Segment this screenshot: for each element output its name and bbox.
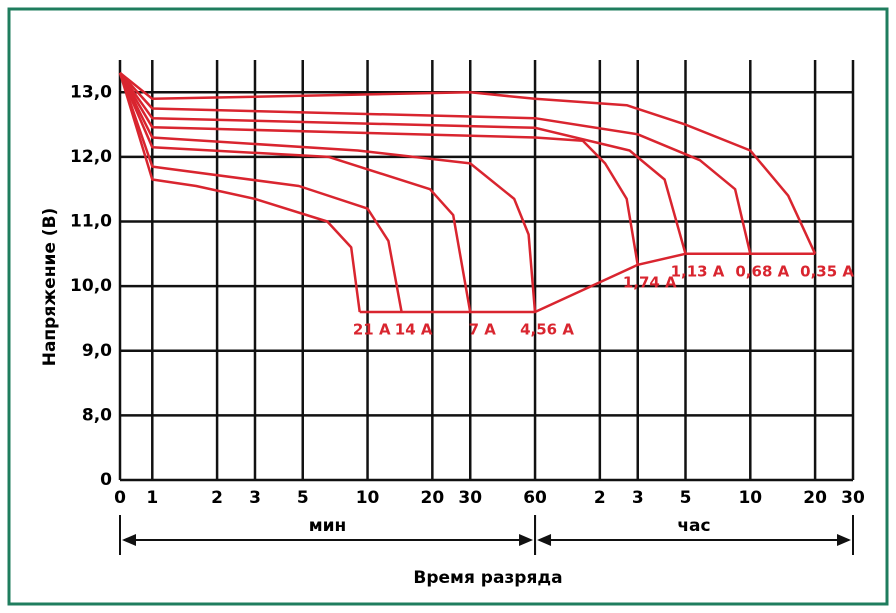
x-tick-label: 20 — [421, 488, 445, 508]
curve-label: 21 A — [353, 321, 391, 339]
y-tick-label: 10,0 — [70, 276, 112, 296]
curve-label: 0,35 A — [800, 262, 854, 280]
x-tick-label: 1 — [146, 488, 158, 508]
discharge-curve — [118, 72, 639, 266]
discharge-curve — [118, 72, 361, 313]
curve-label: 0,68 A — [735, 262, 789, 280]
arrow-head — [837, 534, 851, 546]
discharge-curve — [118, 72, 472, 313]
y-tick-label: 8,0 — [82, 405, 112, 425]
arrow-head — [519, 534, 534, 546]
x-tick-label: 2 — [594, 488, 606, 508]
discharge-curve — [118, 72, 403, 313]
y-tick-label: 13,0 — [70, 82, 112, 102]
curve-label: 4,56 A — [520, 321, 574, 339]
discharge-curve — [118, 72, 537, 313]
span-label: мин — [309, 516, 347, 536]
curve-label: 1,13 A — [671, 262, 725, 280]
x-tick-label: 30 — [841, 488, 865, 508]
x-tick-label: 20 — [803, 488, 827, 508]
x-tick-label: 30 — [458, 488, 482, 508]
x-tick-label: 5 — [680, 488, 692, 508]
x-tick-label: 2 — [211, 488, 223, 508]
discharge-curve — [119, 72, 752, 255]
discharge-curve — [359, 252, 816, 314]
curve-label: 7 A — [469, 321, 497, 339]
x-axis-label: Время разряда — [413, 568, 562, 588]
y-tick-label: 9,0 — [82, 341, 112, 361]
x-tick-label: 10 — [356, 488, 380, 508]
y-tick-label: 11,0 — [70, 212, 112, 232]
y-axis-label: Напряжение (В) — [40, 208, 60, 367]
discharge-curve — [119, 71, 817, 255]
x-tick-label: 5 — [297, 488, 309, 508]
frame — [7, 7, 889, 606]
curve-label: 14 A — [395, 321, 433, 339]
arrow-head — [537, 534, 552, 546]
x-tick-label: 60 — [523, 488, 547, 508]
arrow-head — [122, 534, 136, 546]
y-tick-label: 12,0 — [70, 147, 112, 167]
span-label: час — [677, 516, 710, 536]
x-tick-label: 0 — [114, 488, 126, 508]
y-tick-label: 0 — [100, 470, 112, 490]
x-tick-label: 10 — [738, 488, 762, 508]
x-tick-label: 3 — [249, 488, 261, 508]
x-tick-label: 3 — [632, 488, 644, 508]
discharge-curve — [118, 72, 687, 255]
curve-label: 1,74 A — [623, 273, 677, 291]
